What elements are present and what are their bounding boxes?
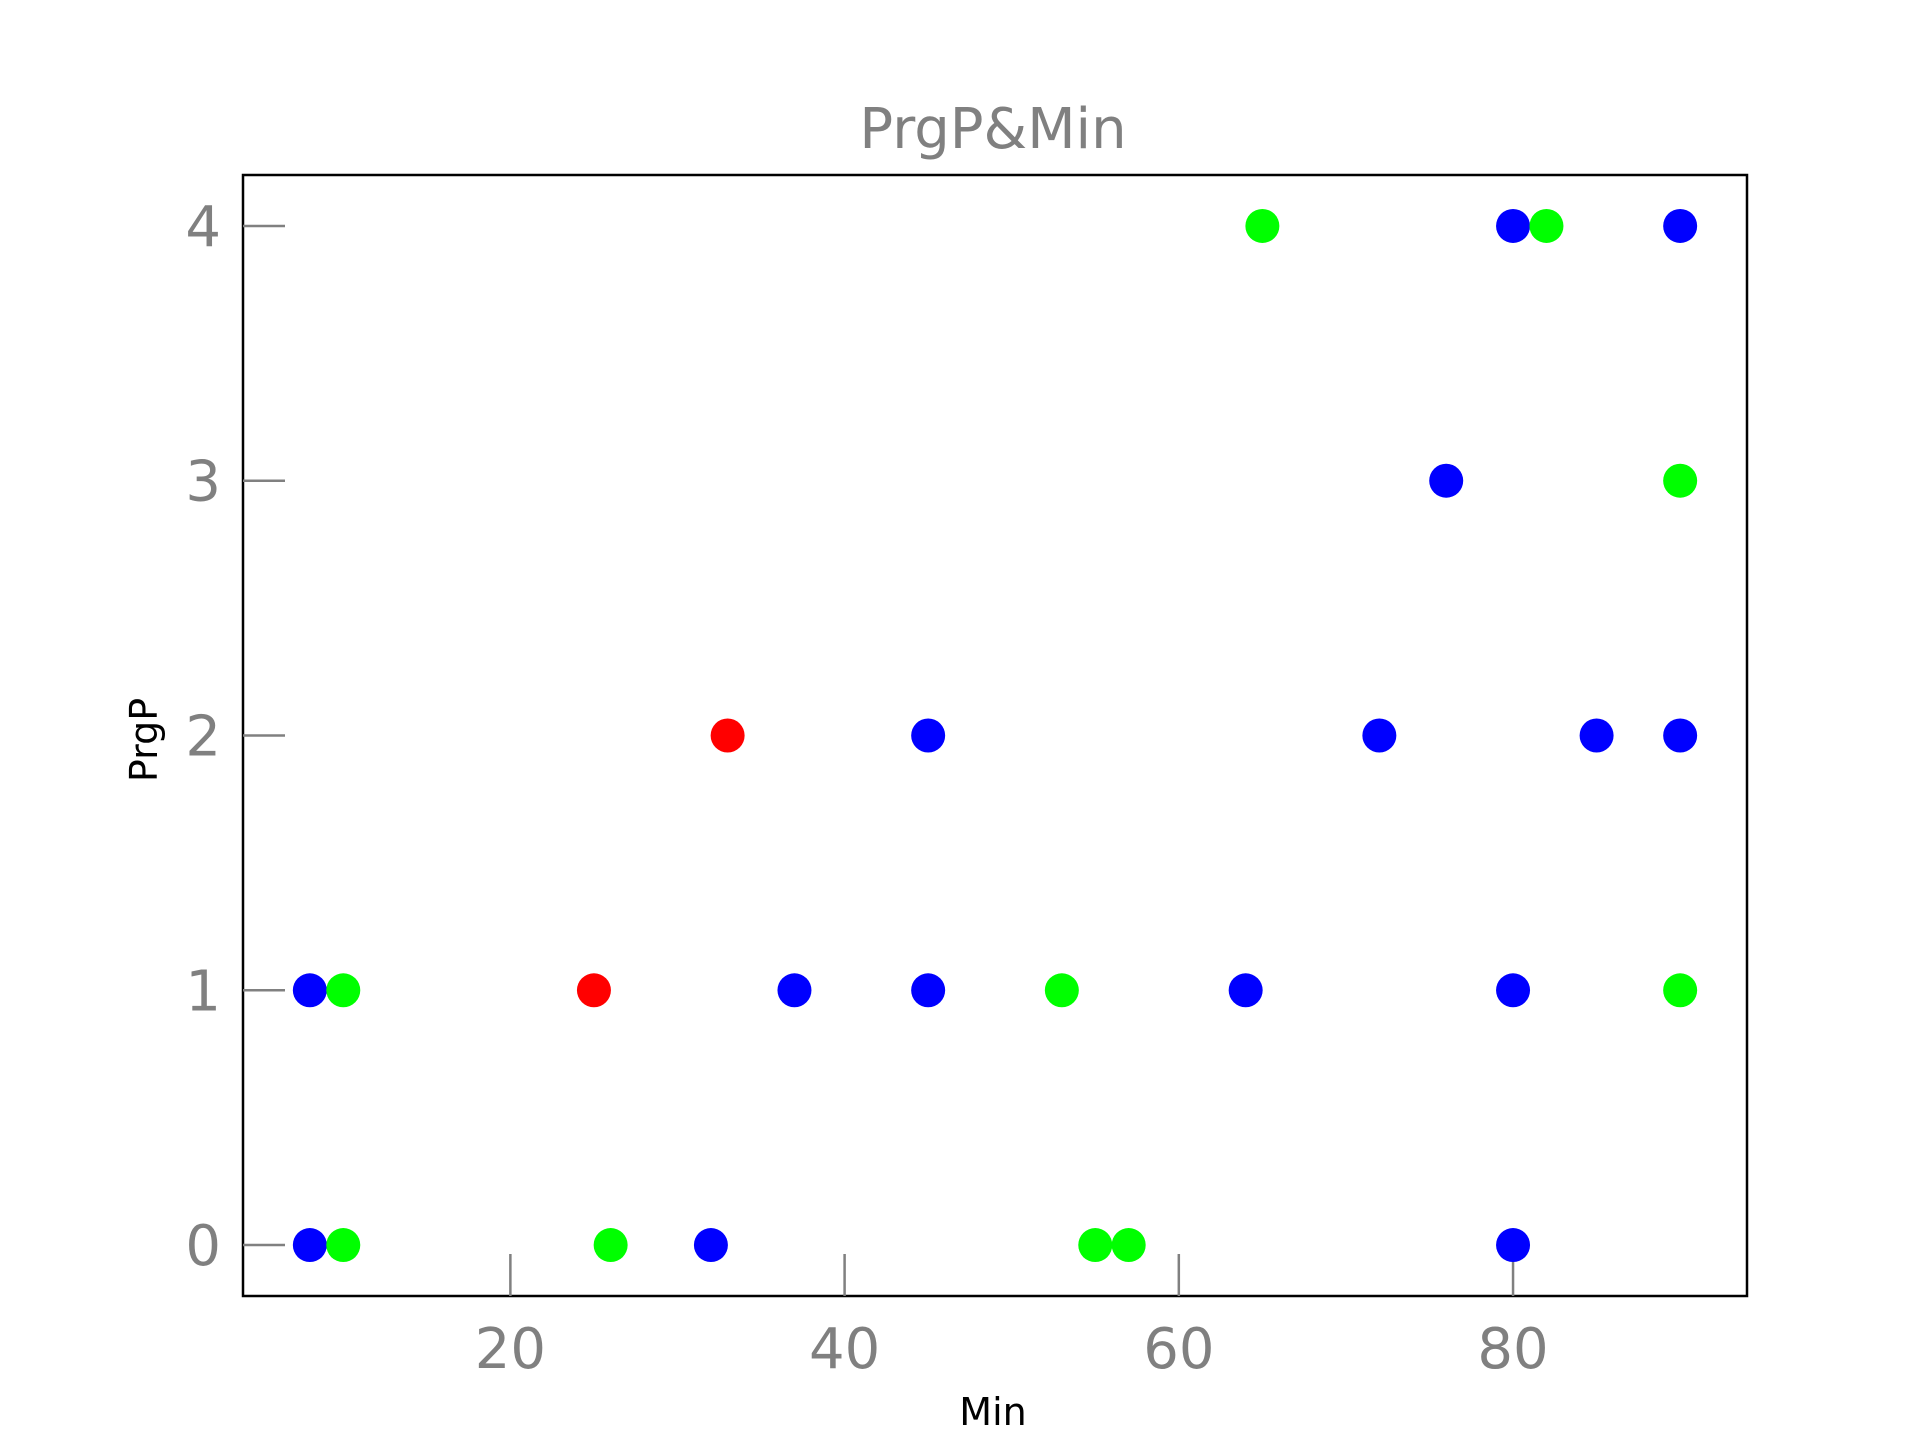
y-axis-label: PrgP	[122, 698, 166, 782]
y-tick-label: 1	[185, 959, 221, 1024]
data-point	[326, 1228, 361, 1263]
data-point	[1579, 718, 1614, 753]
data-point	[292, 1228, 327, 1263]
data-point	[1429, 463, 1464, 498]
axis-ticks: 20 40 60 80 0 1 2 3 4	[185, 195, 1548, 1382]
data-point	[1496, 208, 1531, 243]
data-point	[1044, 973, 1079, 1008]
data-point	[911, 718, 946, 753]
data-point	[693, 1228, 728, 1263]
x-tick-label: 40	[809, 1317, 880, 1382]
x-tick-label: 60	[1143, 1317, 1214, 1382]
data-point	[593, 1228, 628, 1263]
data-point	[1663, 973, 1698, 1008]
data-point	[326, 973, 361, 1008]
data-point	[911, 973, 946, 1008]
data-point	[1663, 718, 1698, 753]
data-point	[1111, 1228, 1146, 1263]
data-point	[1496, 973, 1531, 1008]
data-point	[1529, 208, 1564, 243]
data-point	[1362, 718, 1397, 753]
x-tick-label: 80	[1477, 1317, 1548, 1382]
y-tick-label: 4	[185, 195, 221, 260]
chart-title: PrgP&Min	[859, 97, 1126, 162]
data-points	[292, 208, 1698, 1263]
plot-frame	[241, 173, 1749, 1298]
data-point	[576, 973, 611, 1008]
x-axis-label: Min	[959, 1390, 1026, 1434]
data-point	[1663, 208, 1698, 243]
data-point	[1496, 1228, 1531, 1263]
y-tick-label: 3	[185, 450, 221, 515]
y-tick-label: 2	[185, 705, 221, 770]
data-point	[1663, 463, 1698, 498]
data-point	[292, 973, 327, 1008]
data-point	[777, 973, 812, 1008]
y-tick-label: 0	[185, 1214, 221, 1279]
data-point	[1245, 208, 1280, 243]
data-point	[1228, 973, 1263, 1008]
data-point	[710, 718, 745, 753]
data-point	[1078, 1228, 1113, 1263]
x-tick-label: 20	[475, 1317, 546, 1382]
